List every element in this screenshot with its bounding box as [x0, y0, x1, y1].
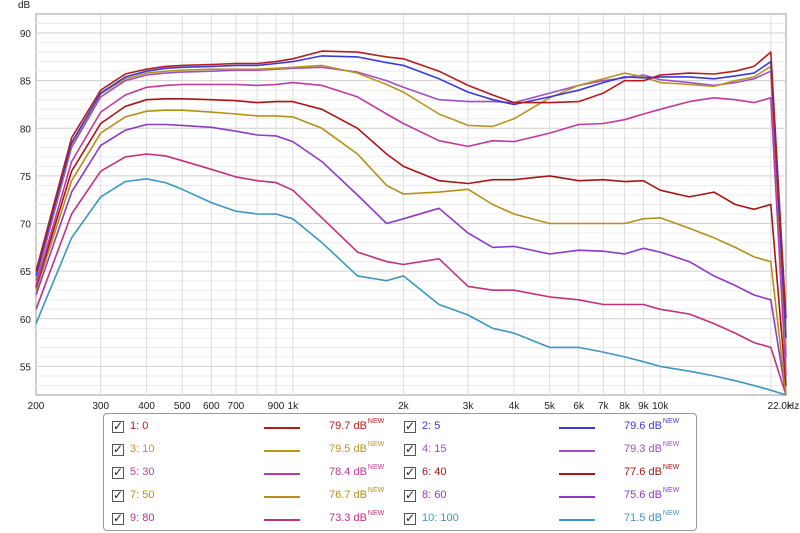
legend-value: 76.7 dBNEW	[329, 487, 385, 501]
new-badge: NEW	[367, 487, 385, 494]
legend-row: 5: 30 78.4 dBNEW 6: 40 77.6 dBNEW	[104, 464, 696, 484]
x-tick-label: 3k	[463, 401, 475, 410]
x-tick-label: 900	[268, 401, 285, 410]
legend-row: 3: 10 79.5 dBNEW 4: 15 79.3 dBNEW	[104, 441, 696, 461]
y-axis-unit-label: dB	[18, 0, 31, 11]
legend-value: 71.5 dBNEW	[624, 510, 680, 524]
legend-checkbox[interactable]	[112, 419, 124, 433]
series-line	[35, 123, 787, 396]
legend-checkbox[interactable]	[404, 419, 416, 433]
legend-checkbox[interactable]	[404, 488, 416, 502]
x-tick-label: 22.0k	[768, 401, 793, 410]
legend-value: 73.3 dBNEW	[329, 510, 385, 524]
series-line	[35, 153, 787, 396]
new-badge: NEW	[662, 441, 680, 448]
legend-checkbox[interactable]	[404, 442, 416, 456]
y-tick-label: 65	[20, 267, 32, 278]
series-line	[35, 50, 787, 319]
legend-series-name: 6: 40	[422, 466, 447, 478]
legend-value: 79.6 dBNEW	[624, 418, 680, 432]
legend-row: 1: 0 79.7 dBNEW 2: 5 79.6 dBNEW	[104, 418, 696, 438]
legend-swatch	[559, 519, 595, 521]
new-badge: NEW	[662, 418, 680, 425]
legend-row: 9: 80 73.3 dBNEW 10: 100 71.5 dBNEW	[104, 510, 696, 530]
series-line	[35, 178, 787, 396]
frequency-response-chart: 55 60 65 70 75 80 85 90 200 300 400 500 600 700 900 1k…	[18, 0, 799, 410]
new-badge: NEW	[367, 441, 385, 448]
legend-swatch	[264, 450, 300, 452]
series-line	[35, 55, 787, 338]
new-badge: NEW	[367, 418, 385, 425]
y-tick-label: 85	[20, 77, 32, 88]
series-line	[35, 66, 787, 357]
legend-value: 75.6 dBNEW	[624, 487, 680, 501]
chart-legend: 1: 0 79.7 dBNEW 2: 5 79.6 dBNEW 3: 10 79.5 dB…	[103, 413, 697, 531]
x-tick-label: 500	[174, 401, 191, 410]
legend-swatch	[559, 427, 595, 429]
legend-series-name: 4: 15	[422, 443, 447, 455]
x-tick-label: 200	[28, 401, 45, 410]
x-tick-label: 9k	[638, 401, 650, 410]
series-line	[35, 109, 787, 396]
legend-value: 79.5 dBNEW	[329, 441, 385, 455]
x-tick-label: 7k	[598, 401, 610, 410]
legend-checkbox[interactable]	[112, 442, 124, 456]
legend-series-name: 8: 60	[422, 489, 447, 501]
legend-checkbox[interactable]	[404, 511, 416, 525]
x-tick-label: 1k	[288, 401, 300, 410]
new-badge: NEW	[367, 510, 385, 517]
legend-checkbox[interactable]	[112, 465, 124, 479]
legend-swatch	[559, 473, 595, 475]
new-badge: NEW	[662, 510, 680, 517]
series-line	[35, 81, 787, 376]
legend-series-name: 1: 0	[130, 420, 149, 432]
x-axis-unit-label: Hz	[787, 401, 799, 410]
x-tick-labels: 200 300 400 500 600 700 900 1k 2k 3k 4k 5k 6k 7k 8k 9k 1…	[28, 401, 793, 410]
legend-swatch	[559, 450, 595, 452]
y-tick-label: 90	[20, 29, 32, 40]
legend-series-name: 2: 5	[422, 420, 441, 432]
legend-swatch	[264, 496, 300, 498]
x-tick-label: 400	[138, 401, 155, 410]
series-lines	[35, 50, 787, 396]
legend-value: 79.7 dBNEW	[329, 418, 385, 432]
x-tick-label: 600	[203, 401, 220, 410]
x-tick-label: 5k	[544, 401, 556, 410]
legend-checkbox[interactable]	[112, 511, 124, 525]
y-tick-label: 75	[20, 172, 32, 183]
legend-swatch	[559, 496, 595, 498]
x-tick-label: 10k	[652, 401, 669, 410]
legend-row: 7: 50 76.7 dBNEW 8: 60 75.6 dBNEW	[104, 487, 696, 507]
y-tick-label: 55	[20, 362, 32, 373]
new-badge: NEW	[662, 464, 680, 471]
x-tick-label: 8k	[619, 401, 631, 410]
y-tick-label: 70	[20, 220, 32, 231]
legend-value: 79.3 dBNEW	[624, 441, 680, 455]
legend-series-name: 10: 100	[422, 512, 459, 524]
new-badge: NEW	[367, 464, 385, 471]
legend-checkbox[interactable]	[112, 488, 124, 502]
legend-series-name: 7: 50	[130, 489, 155, 501]
legend-value: 78.4 dBNEW	[329, 464, 385, 478]
legend-series-name: 3: 10	[130, 443, 155, 455]
legend-swatch	[264, 427, 300, 429]
series-line	[35, 98, 787, 386]
new-badge: NEW	[662, 487, 680, 494]
x-tick-label: 2k	[398, 401, 410, 410]
y-tick-label: 80	[20, 124, 32, 135]
y-tick-label: 60	[20, 315, 32, 326]
legend-swatch	[264, 473, 300, 475]
legend-series-name: 9: 80	[130, 512, 155, 524]
y-tick-labels: 55 60 65 70 75 80 85 90	[20, 29, 32, 373]
x-tick-label: 300	[92, 401, 109, 410]
legend-checkbox[interactable]	[404, 465, 416, 479]
legend-value: 77.6 dBNEW	[624, 464, 680, 478]
series-line	[35, 64, 787, 348]
x-tick-label: 4k	[509, 401, 521, 410]
legend-series-name: 5: 30	[130, 466, 155, 478]
x-tick-label: 6k	[573, 401, 585, 410]
legend-swatch	[264, 519, 300, 521]
x-tick-label: 700	[228, 401, 245, 410]
